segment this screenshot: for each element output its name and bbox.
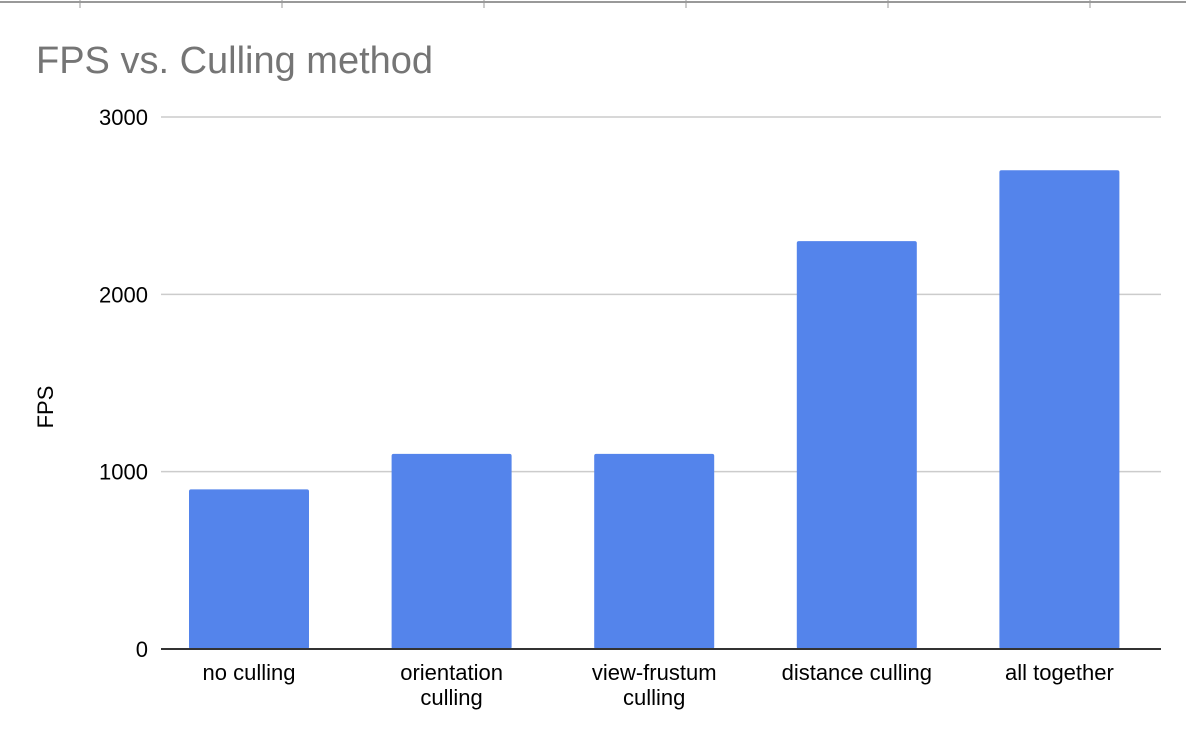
- x-tick-labels: no culling orientation cullingview-frustum…: [203, 660, 1114, 710]
- bar: [796, 241, 917, 649]
- y-tick-label: 2000: [99, 282, 148, 307]
- y-axis-label: FPS: [33, 386, 58, 429]
- x-tick-label-line: culling: [623, 685, 685, 710]
- bar: [999, 170, 1120, 649]
- x-tick-label-line: distance culling: [782, 660, 932, 685]
- x-tick-label-line: culling: [420, 685, 482, 710]
- bar: [391, 453, 512, 649]
- bar: [594, 453, 715, 649]
- x-tick-label: all together: [1005, 660, 1114, 685]
- y-tick-label: 3000: [99, 105, 148, 130]
- x-tick-label: distance culling: [782, 660, 932, 685]
- x-tick-label: view-frustum culling: [592, 660, 717, 710]
- y-tick-label: 0: [136, 637, 148, 662]
- x-tick-label: orientation culling: [400, 660, 503, 710]
- y-tick-labels: 0 1000 2000 3000: [99, 105, 148, 662]
- bars: [189, 170, 1120, 649]
- x-tick-label-line: orientation: [400, 660, 503, 685]
- chart-title: FPS vs. Culling method: [36, 40, 433, 82]
- x-tick-label-line: view-frustum: [592, 660, 717, 685]
- x-tick-label-line: no culling: [203, 660, 296, 685]
- top-border-ticks: [79, 0, 1091, 8]
- x-tick-label: no culling: [203, 660, 296, 685]
- y-tick-label: 1000: [99, 460, 148, 485]
- bar: [189, 489, 309, 649]
- x-tick-label-line: all together: [1005, 660, 1114, 685]
